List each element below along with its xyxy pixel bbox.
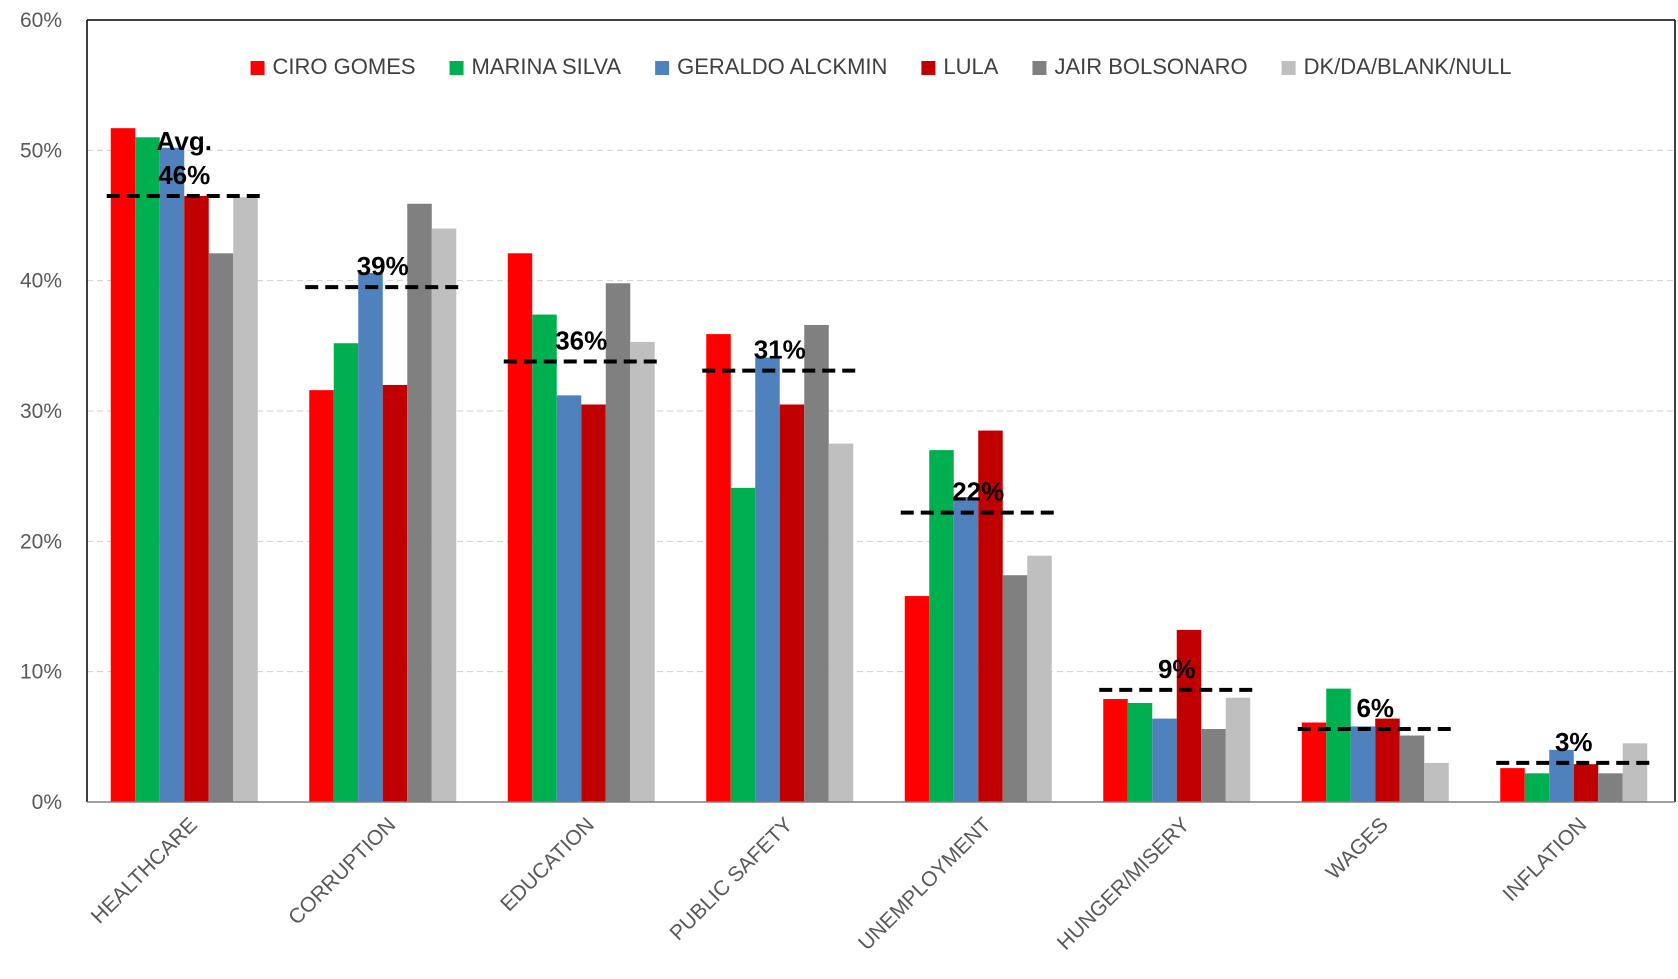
bar (755, 357, 780, 802)
bar (1375, 718, 1400, 802)
bar (605, 283, 631, 803)
x-tick-label: EDUCATION (496, 813, 599, 916)
bar (1549, 749, 1574, 802)
bar (1350, 726, 1376, 802)
bar (507, 253, 533, 803)
bar (1301, 722, 1327, 802)
x-tick-label: PUBLIC SAFETY (665, 813, 797, 945)
bar (1127, 702, 1153, 802)
bar (333, 343, 359, 802)
bar (1002, 575, 1028, 802)
legend-swatch (1281, 61, 1296, 75)
bar (779, 404, 805, 802)
x-tick-label: INFLATION (1499, 813, 1592, 906)
average-value-label: 9% (1158, 654, 1196, 684)
legend-label: LULA (943, 54, 998, 79)
average-value-label: 36% (555, 325, 607, 355)
legend-label: MARINA SILVA (472, 54, 622, 79)
bar (730, 487, 756, 802)
bar (184, 195, 209, 802)
bar (1176, 629, 1202, 802)
legend-swatch (449, 61, 464, 75)
bar (233, 197, 258, 803)
bar (556, 395, 582, 802)
y-tick-label: 10% (20, 661, 62, 684)
x-tick-label: HEALTHCARE (87, 813, 202, 928)
bar (904, 596, 930, 802)
bar (804, 324, 829, 802)
bar (407, 203, 432, 802)
bar (1399, 735, 1425, 802)
bar (1103, 699, 1128, 802)
x-tick-label: WAGES (1322, 813, 1393, 884)
y-tick-label: 50% (20, 139, 62, 162)
legend-label: JAIR BOLSONARO (1054, 54, 1247, 79)
bar (581, 404, 606, 802)
x-tick-label: UNEMPLOYMENT (854, 813, 996, 955)
average-value-label: 6% (1356, 693, 1394, 723)
bar (1598, 773, 1623, 802)
bar (1225, 697, 1251, 802)
legend-label: GERALDO ALCKMIN (677, 54, 887, 79)
bar (208, 253, 234, 803)
bar (110, 128, 136, 803)
bar (953, 497, 979, 802)
bar (706, 334, 731, 802)
average-value-label: 3% (1555, 727, 1593, 757)
bar (1524, 773, 1550, 802)
bar (382, 384, 408, 802)
bar (159, 147, 185, 802)
legend: CIRO GOMES MARINA SILVA GERALDO ALCKMIN LUL… (250, 54, 1512, 79)
average-value-label: 46% (158, 160, 210, 190)
bars (110, 128, 1648, 803)
average-value-label: 22% (952, 477, 1004, 507)
bar (309, 390, 334, 802)
legend-swatch (250, 61, 265, 75)
bar (431, 228, 457, 803)
bar (828, 443, 854, 802)
bar (358, 272, 383, 802)
bar (1326, 688, 1351, 802)
bar (929, 450, 954, 802)
bar (630, 341, 655, 802)
x-tick-label: CORRUPTION (284, 813, 400, 929)
bar (1573, 764, 1599, 802)
legend-label: DK/DA/BLANK/NULL (1304, 54, 1512, 79)
legend-swatch (1032, 61, 1047, 75)
y-tick-label: 30% (20, 400, 62, 423)
y-tick-label: 0% (32, 791, 62, 814)
bar (1027, 555, 1052, 802)
bar (532, 314, 557, 802)
y-tick-label: 60% (20, 9, 62, 32)
average-prefix-label: Avg. (157, 126, 212, 156)
y-tick-label: 40% (20, 270, 62, 293)
bar (1622, 743, 1648, 802)
average-value-label: 31% (754, 335, 806, 365)
average-value-label: 39% (357, 251, 409, 281)
legend-label: CIRO GOMES (273, 54, 416, 79)
x-tick-label: HUNGER/MISERY (1053, 813, 1194, 954)
y-tick-label: 20% (20, 530, 62, 553)
average-lines: Avg. 46% 39% 36% 31% 22% 9% 6% 3% (106, 126, 1652, 765)
bar (1201, 729, 1226, 802)
bar (978, 430, 1003, 802)
bar (1152, 718, 1177, 802)
bar (1500, 768, 1525, 802)
bar (135, 137, 160, 803)
bar (1424, 762, 1449, 802)
legend-swatch (921, 61, 936, 75)
legend-swatch (655, 61, 670, 75)
